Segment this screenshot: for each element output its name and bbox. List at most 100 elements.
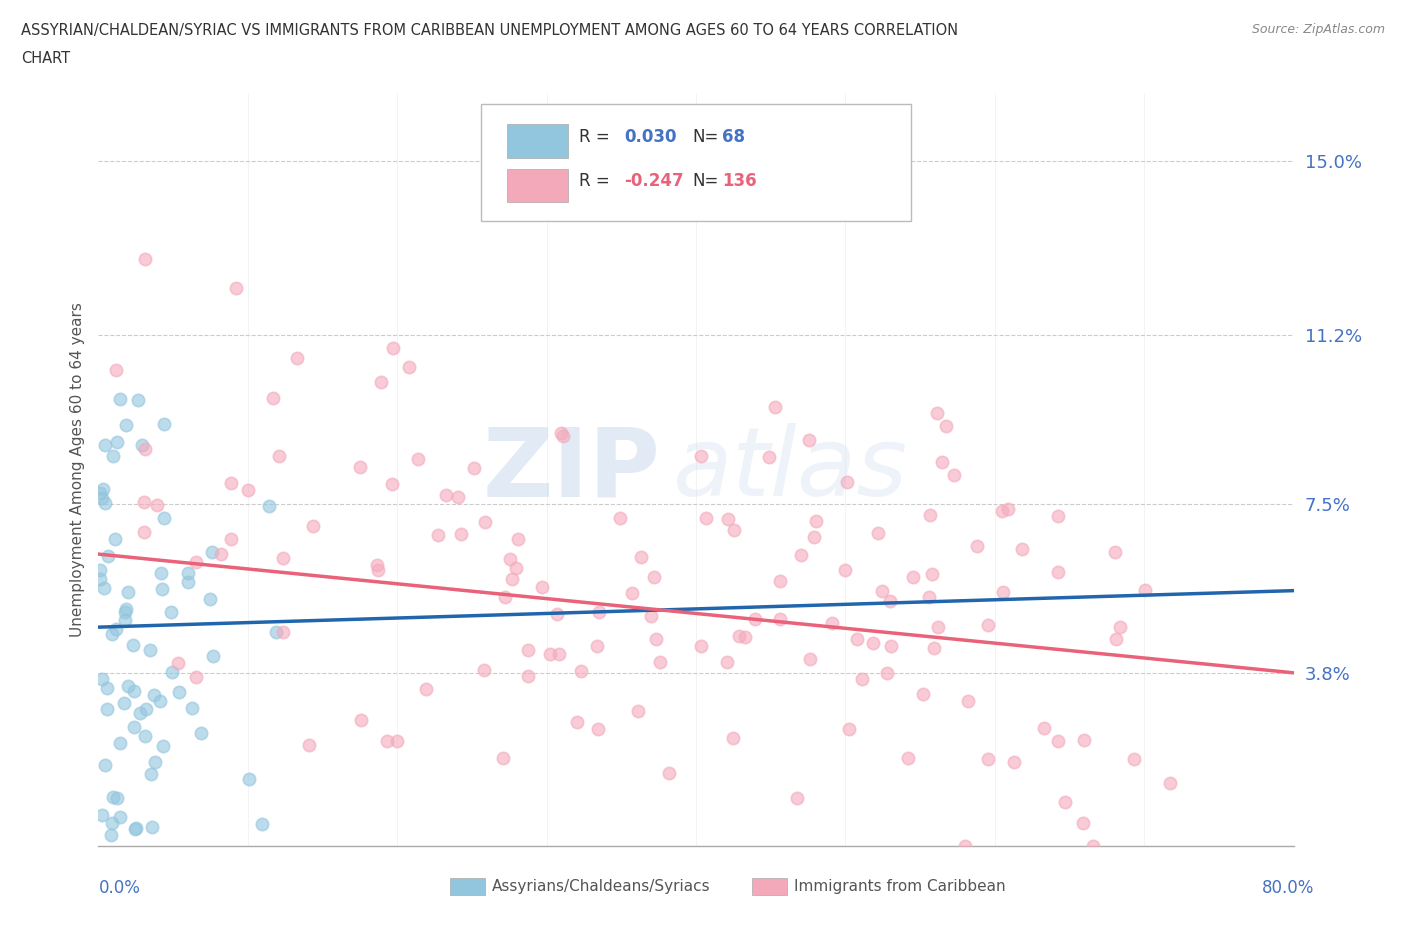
Point — [786, 791, 808, 806]
Point — [142, 688, 165, 703]
Point — [167, 684, 190, 699]
Point — [101, 790, 124, 804]
Point — [565, 715, 588, 730]
Point — [797, 432, 820, 447]
Point — [609, 511, 631, 525]
FancyBboxPatch shape — [481, 104, 911, 221]
Text: ASSYRIAN/CHALDEAN/SYRIAC VS IMMIGRANTS FROM CARIBBEAN UNEMPLOYMENT AMONG AGES 60: ASSYRIAN/CHALDEAN/SYRIAC VS IMMIGRANTS F… — [21, 23, 959, 38]
Point — [588, 604, 610, 619]
Point — [153, 511, 176, 525]
Point — [870, 584, 893, 599]
Point — [115, 602, 138, 617]
Point — [434, 487, 457, 502]
Point — [934, 419, 956, 434]
Point — [1123, 751, 1146, 766]
Text: 0.030: 0.030 — [624, 127, 676, 145]
Point — [190, 725, 212, 740]
Point — [695, 512, 717, 526]
Point — [876, 665, 898, 680]
Point — [349, 459, 371, 474]
Point — [1002, 755, 1025, 770]
Point — [139, 643, 162, 658]
Point — [101, 449, 124, 464]
Point — [658, 765, 681, 780]
Point — [966, 538, 988, 553]
Point — [89, 571, 111, 586]
Text: 68: 68 — [723, 127, 745, 145]
Point — [991, 585, 1014, 600]
Text: N=: N= — [692, 127, 718, 145]
Point — [367, 562, 389, 577]
Point — [114, 613, 136, 628]
Point — [1033, 721, 1056, 736]
Point — [976, 751, 998, 766]
Point — [219, 531, 242, 546]
Point — [727, 629, 749, 644]
Point — [166, 656, 188, 671]
Text: ZIP: ZIP — [482, 423, 661, 516]
Point — [918, 508, 941, 523]
FancyBboxPatch shape — [508, 169, 568, 203]
Point — [879, 638, 901, 653]
Point — [398, 359, 420, 374]
Point — [546, 606, 568, 621]
Point — [177, 575, 200, 590]
Point — [917, 590, 939, 604]
Text: 80.0%: 80.0% — [1263, 879, 1315, 897]
Point — [516, 669, 538, 684]
Point — [350, 713, 373, 728]
Point — [1053, 795, 1076, 810]
Point — [506, 532, 529, 547]
Point — [114, 604, 136, 619]
Point — [91, 808, 114, 823]
Point — [1071, 816, 1094, 830]
Point — [769, 573, 792, 588]
Point — [129, 705, 152, 720]
Point — [585, 639, 607, 654]
Point — [302, 519, 325, 534]
Point — [115, 418, 138, 432]
Point — [180, 700, 202, 715]
Point — [236, 483, 259, 498]
Point — [912, 686, 935, 701]
Point — [866, 525, 889, 540]
Point — [1083, 839, 1105, 854]
Point — [845, 631, 868, 646]
Point — [104, 622, 127, 637]
Point — [620, 585, 643, 600]
Point — [834, 563, 856, 578]
Point — [569, 664, 592, 679]
Text: -0.247: -0.247 — [624, 172, 683, 191]
Point — [553, 429, 575, 444]
Point — [381, 476, 404, 491]
Point — [131, 438, 153, 453]
Text: 0.0%: 0.0% — [98, 879, 141, 897]
Point — [104, 531, 127, 546]
Point — [690, 449, 713, 464]
Point — [501, 571, 523, 586]
Point — [108, 392, 131, 406]
Point — [643, 569, 665, 584]
Point — [931, 454, 953, 469]
Point — [149, 566, 172, 581]
Point — [991, 503, 1014, 518]
Point — [977, 618, 1000, 632]
Point — [108, 809, 131, 824]
Point — [132, 495, 155, 510]
Point — [1109, 619, 1132, 634]
Point — [382, 340, 405, 355]
Point — [851, 671, 873, 686]
Point — [406, 452, 429, 467]
Point — [505, 561, 527, 576]
Text: R =: R = — [579, 172, 614, 191]
Point — [93, 580, 115, 595]
Point — [426, 527, 449, 542]
Text: Assyrians/Chaldeans/Syriacs: Assyrians/Chaldeans/Syriacs — [492, 879, 710, 894]
Point — [370, 375, 392, 390]
Text: 136: 136 — [723, 172, 756, 191]
Point — [100, 828, 122, 843]
Point — [550, 426, 572, 441]
Point — [97, 549, 120, 564]
Point — [264, 624, 287, 639]
Point — [150, 582, 173, 597]
